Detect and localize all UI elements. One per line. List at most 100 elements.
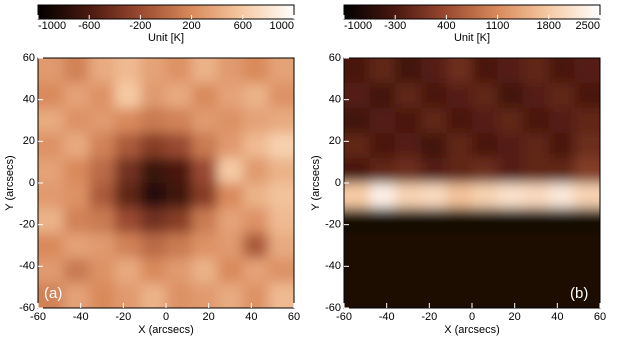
heatmap-cell <box>369 183 396 209</box>
heatmap-cell <box>369 233 396 259</box>
heatmap-cell <box>166 58 193 84</box>
heatmap-cell <box>242 258 269 284</box>
heatmap-cell <box>548 108 575 134</box>
heatmap-cell <box>523 83 550 109</box>
colorbar-tick-label: -300 <box>384 20 406 32</box>
x-axis-label: X (arcsecs) <box>444 324 500 336</box>
heatmap-cell <box>89 208 116 234</box>
heatmap-cell <box>369 208 396 234</box>
heatmap-cell <box>140 183 167 209</box>
heatmap-cell <box>114 58 141 84</box>
heatmap-cell <box>38 258 65 284</box>
heatmap-cell <box>472 158 499 184</box>
heatmap-cell <box>191 233 218 259</box>
heatmap-cell <box>497 108 524 134</box>
heatmap-cell <box>140 233 167 259</box>
heatmap-cell <box>89 183 116 209</box>
heatmap-cell <box>574 58 600 84</box>
heatmap-cell <box>395 233 422 259</box>
heatmap-cell <box>523 158 550 184</box>
heatmap-cell <box>497 133 524 159</box>
heatmap-cell <box>89 108 116 134</box>
x-tick-label: 0 <box>163 311 169 323</box>
heatmap-cell <box>344 133 371 159</box>
x-tick-label: 20 <box>509 311 521 323</box>
heatmap-cell <box>38 208 65 234</box>
heatmap-cell <box>63 233 90 259</box>
heatmap-cell <box>472 283 499 308</box>
heatmap-cell <box>344 108 371 134</box>
heatmap <box>344 58 600 308</box>
heatmap-cell <box>268 283 294 308</box>
heatmap-cell <box>217 283 244 308</box>
colorbar-label: Unit [K] <box>148 32 184 44</box>
heatmap-cell <box>166 133 193 159</box>
colorbar-tick-label: -1000 <box>344 20 372 32</box>
heatmap-cell <box>217 258 244 284</box>
heatmap-cell <box>63 208 90 234</box>
y-tick-label: 60 <box>23 52 35 64</box>
heatmap-cell <box>574 283 600 308</box>
x-tick-label: 0 <box>469 311 475 323</box>
heatmap-cell <box>472 183 499 209</box>
heatmap-cell <box>395 108 422 134</box>
heatmap-cell <box>268 258 294 284</box>
heatmap-cell <box>523 258 550 284</box>
x-tick-label: -40 <box>73 311 89 323</box>
heatmap-cell <box>472 133 499 159</box>
heatmap-cell <box>268 108 294 134</box>
heatmap-cell <box>191 208 218 234</box>
heatmap-cell <box>63 158 90 184</box>
heatmap-cell <box>420 283 447 308</box>
heatmap-cell <box>446 83 473 109</box>
x-tick-label: -20 <box>115 311 131 323</box>
heatmap-cell <box>63 58 90 84</box>
heatmap-cell <box>420 133 447 159</box>
heatmap-cell <box>63 183 90 209</box>
heatmap-cell <box>395 158 422 184</box>
heatmap-cell <box>497 58 524 84</box>
heatmap-cell <box>166 158 193 184</box>
heatmap-cell <box>191 258 218 284</box>
heatmap-cell <box>574 108 600 134</box>
colorbar-label: Unit [K] <box>454 32 490 44</box>
y-tick-label: 0 <box>335 177 341 189</box>
heatmap <box>38 58 294 308</box>
heatmap-cell <box>191 133 218 159</box>
heatmap-cell <box>472 58 499 84</box>
heatmap-cell <box>114 158 141 184</box>
heatmap-cell <box>140 258 167 284</box>
colorbar-tick-label: 1000 <box>270 20 294 32</box>
heatmap-cell <box>166 233 193 259</box>
heatmap-cell <box>497 183 524 209</box>
heatmap-cell <box>420 83 447 109</box>
heatmap-cell <box>497 283 524 308</box>
heatmap-cell <box>369 158 396 184</box>
heatmap-cell <box>268 83 294 109</box>
heatmap-cell <box>140 108 167 134</box>
heatmap-cell <box>446 133 473 159</box>
heatmap-cell <box>191 158 218 184</box>
heatmap-cell <box>523 58 550 84</box>
heatmap-cell <box>38 283 65 308</box>
heatmap-cell <box>217 83 244 109</box>
y-tick-label: -20 <box>325 219 341 231</box>
x-tick-label: 40 <box>551 311 563 323</box>
heatmap-cell <box>523 283 550 308</box>
heatmap-cell <box>472 83 499 109</box>
heatmap-cell <box>166 183 193 209</box>
heatmap-cell <box>497 208 524 234</box>
heatmap-cell <box>89 258 116 284</box>
panel-label: (a) <box>44 285 62 302</box>
heatmap-cell <box>497 258 524 284</box>
heatmap-cell <box>114 83 141 109</box>
heatmap-cell <box>242 108 269 134</box>
heatmap-cell <box>242 183 269 209</box>
heatmap-cell <box>114 208 141 234</box>
heatmap-cell <box>523 183 550 209</box>
heatmap-cell <box>420 183 447 209</box>
panel-label: (b) <box>570 285 588 302</box>
heatmap-cell <box>395 208 422 234</box>
